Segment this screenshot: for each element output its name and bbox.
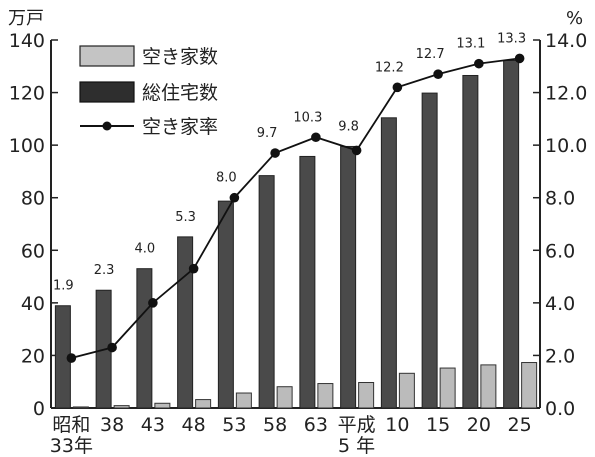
x-category-label: 48 [182, 414, 206, 436]
vacancy-rate-data-label: 8.0 [216, 171, 237, 186]
bar-total-housing [380, 117, 397, 409]
left-tick-label: 0 [33, 398, 45, 420]
vacancy-rate-data-label: 9.7 [257, 126, 278, 141]
bar-vacant-houses [521, 362, 538, 409]
x-category-label: 58 [263, 414, 287, 436]
bar-total-housing [299, 155, 316, 409]
legend-label-total: 総住宅数 [142, 82, 218, 104]
bar-total-housing [503, 60, 520, 409]
left-tick-label: 20 [21, 345, 45, 367]
right-tick-label: 14.0 [545, 30, 587, 52]
x-category-label: 平成 [338, 414, 376, 436]
x-category-label: 25 [508, 414, 532, 436]
bar-total-housing [421, 92, 438, 409]
x-category-label: 15 [426, 414, 450, 436]
vacancy-rate-point [433, 69, 443, 79]
left-tick-label: 100 [9, 135, 45, 157]
x-category-label: 10 [385, 414, 409, 436]
vacancy-rate-point [270, 148, 280, 158]
left-axis-unit: 万戸 [8, 8, 44, 29]
legend-label-rate: 空き家率 [142, 116, 218, 138]
legend-marker-rate [102, 121, 112, 131]
left-tick-label: 140 [9, 30, 45, 52]
vacancy-rate-line: 1.9 2.3 4.0 5.3 8.0 9.7 10.3 9.8 12.2 12.7 13.1 13.… [53, 31, 526, 363]
vacancy-rate-data-label: 9.8 [338, 119, 359, 134]
legend-swatch-total [79, 81, 135, 103]
right-tick-label: 6.0 [545, 240, 575, 262]
bar-vacant-houses [398, 372, 415, 409]
vacancy-rate-point [229, 192, 240, 203]
bar-vacant-houses [480, 364, 497, 409]
bar-vacant-houses [195, 399, 212, 409]
bar-total-housing [462, 74, 479, 409]
bar-vacant-houses [439, 367, 456, 409]
bar-vacant-houses [276, 386, 293, 409]
right-axis-ticks: 0.0 2.0 4.0 6.0 8.0 10.0 12.0 14.0 [533, 30, 587, 420]
vacancy-rate-point [311, 132, 321, 143]
vacancy-rate-point [188, 263, 199, 274]
bar-vacant-houses [154, 402, 171, 409]
vacancy-rate-data-label: 1.9 [53, 279, 74, 294]
vacancy-rate-polyline [71, 57, 520, 359]
right-tick-label: 12.0 [545, 83, 587, 105]
right-tick-label: 0.0 [545, 398, 575, 420]
bar-total-housing [217, 200, 234, 409]
bar-vacant-houses [317, 383, 334, 409]
vacancy-rate-data-label: 10.3 [293, 110, 322, 125]
bar-vacant-houses [358, 382, 375, 409]
vacancy-rate-point [66, 353, 77, 363]
vacancy-rate-point [351, 145, 362, 156]
left-tick-label: 120 [9, 83, 45, 105]
right-tick-label: 2.0 [545, 345, 575, 367]
right-tick-label: 4.0 [545, 293, 575, 315]
x-category-label: 43 [141, 414, 165, 436]
left-tick-label: 60 [21, 240, 45, 262]
bar-total-housing [177, 236, 194, 409]
x-category-label: 63 [304, 414, 328, 436]
left-tick-label: 80 [21, 188, 45, 210]
left-axis-ticks: 0 20 40 60 80 100 120 140 [9, 30, 58, 420]
bar-total-housing [340, 145, 357, 409]
bar-total-housing [258, 175, 275, 409]
vacancy-rate-data-label: 12.7 [416, 47, 445, 62]
vacancy-rate-point [392, 82, 403, 93]
legend-label-vacant: 空き家数 [142, 46, 218, 68]
vacancy-rate-data-label: 2.3 [94, 263, 115, 278]
vacancy-rate-data-label: 12.2 [375, 60, 404, 75]
x-category-label: 5 年 [338, 435, 375, 457]
axes: 万戸 % [8, 8, 583, 409]
bar-total-housing [136, 268, 153, 409]
legend-swatch-vacant [79, 45, 135, 67]
legend: 空き家数 総住宅数 空き家率 [79, 45, 218, 138]
vacancy-rate-data-label: 5.3 [175, 210, 196, 225]
bar-vacant-houses [72, 406, 89, 409]
vacancy-rate-data-label: 13.1 [456, 37, 485, 52]
vacancy-rate-data-label: 13.3 [497, 31, 526, 46]
x-category-label: 20 [467, 414, 491, 436]
bar-vacant-houses [113, 405, 130, 409]
x-category-label: 33年 [50, 435, 93, 457]
vacancy-rate-point [514, 53, 525, 64]
right-tick-label: 10.0 [545, 135, 587, 157]
x-category-label: 53 [222, 414, 246, 436]
vacancy-rate-point [107, 342, 117, 353]
vacancy-rate-point [148, 298, 158, 308]
x-category-label: 昭和 [52, 414, 90, 436]
right-tick-label: 8.0 [545, 188, 575, 210]
vacancy-rate-point [474, 58, 484, 69]
x-category-label: 38 [100, 414, 124, 436]
left-tick-label: 40 [21, 293, 45, 315]
bar-vacant-houses [235, 392, 252, 409]
right-axis-unit: % [566, 8, 583, 29]
vacancy-rate-data-label: 4.0 [135, 242, 156, 257]
